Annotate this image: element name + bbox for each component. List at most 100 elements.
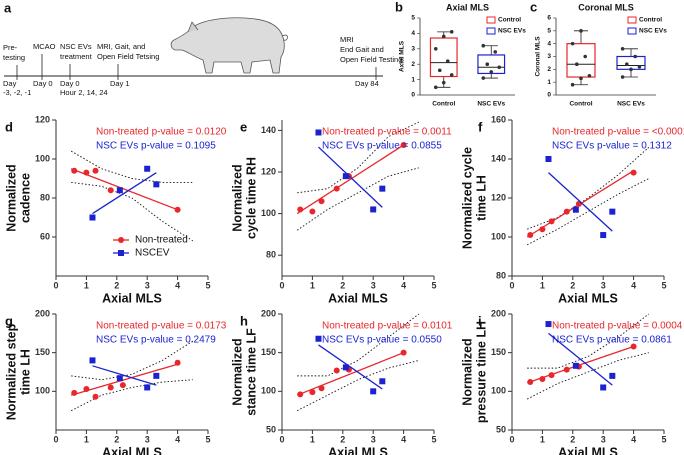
data-point <box>572 206 579 213</box>
p-value-annotation: Non-treated p-value = 0.0173 <box>96 321 227 332</box>
data-point <box>89 214 96 221</box>
event-time: Day 0 <box>60 79 80 88</box>
data-point <box>545 321 552 328</box>
x-axis-label: Axial MLS <box>102 445 162 455</box>
x-tick-label: 1 <box>540 280 545 290</box>
x-axis-label: Axial MLS <box>328 445 388 455</box>
x-tick-label: NSC EVs <box>617 101 645 108</box>
data-point <box>629 67 633 72</box>
data-point <box>570 41 575 46</box>
x-tick-label: 3 <box>371 434 376 444</box>
data-point <box>116 187 123 194</box>
y-tick-label: 120 <box>261 166 276 176</box>
data-point <box>83 386 90 393</box>
confidence-band <box>526 352 649 400</box>
data-point <box>433 85 438 90</box>
x-tick-label: 1 <box>310 280 315 290</box>
x-tick-label: 3 <box>145 434 150 444</box>
y-axis-label: Normalized <box>4 164 18 231</box>
data-point <box>144 384 151 391</box>
x-tick-label: 0 <box>279 434 284 444</box>
data-point <box>433 47 438 51</box>
legend-label: NSCEV <box>135 248 170 259</box>
data-point <box>579 76 583 81</box>
x-tick-label: 3 <box>371 280 376 290</box>
data-point <box>437 68 442 73</box>
y-tick-label: 150 <box>261 347 276 357</box>
event-label: MRI <box>340 35 354 44</box>
panel-label: g <box>5 313 13 328</box>
data-point <box>107 384 114 391</box>
event-label: Pre- <box>3 43 18 52</box>
y-tick-label: 150 <box>491 347 506 357</box>
data-point <box>548 218 555 225</box>
x-axis-label: Axial MLS <box>558 445 618 455</box>
box <box>566 43 596 78</box>
data-point <box>539 226 546 233</box>
y-axis-label: cadence <box>18 173 32 223</box>
y-axis-label: cycle time RH <box>244 157 258 239</box>
data-point <box>449 30 454 34</box>
x-tick-label: 4 <box>631 280 636 290</box>
legend-swatch <box>627 16 637 24</box>
p-value-annotation: Non-treated p-value = 0.0120 <box>96 127 227 138</box>
data-point <box>579 29 583 33</box>
event-label: Open Field Testing <box>340 55 402 64</box>
x-tick-label: 0 <box>53 434 58 444</box>
y-tick-label: 100 <box>491 386 506 396</box>
data-point <box>441 80 446 85</box>
legend-label: Non-treated <box>135 235 188 246</box>
data-point <box>449 73 454 77</box>
data-point <box>315 335 322 342</box>
x-tick-label: 1 <box>540 434 545 444</box>
data-point <box>563 208 570 215</box>
data-point <box>342 364 349 371</box>
panel-label: e <box>240 119 247 134</box>
x-tick-label: 3 <box>145 280 150 290</box>
y-tick-label: 50 <box>266 424 276 434</box>
y-axis-label: stance time LF <box>244 328 258 416</box>
y-tick-label: 200 <box>261 308 276 318</box>
data-point <box>445 59 450 63</box>
data-point <box>107 187 114 194</box>
y-tick-label: 0 <box>411 92 415 99</box>
data-point <box>633 54 637 59</box>
data-point <box>539 375 546 382</box>
legend-label: NSC EVs <box>498 28 526 35</box>
y-axis-label: Normalized <box>230 338 244 405</box>
data-point <box>318 385 325 392</box>
y-axis-label: Normalized step <box>4 323 18 420</box>
data-point <box>370 388 377 395</box>
x-tick-label: 2 <box>570 434 575 444</box>
x-tick-label: 2 <box>340 280 345 290</box>
legend-marker <box>118 237 124 243</box>
legend-swatch <box>627 27 637 35</box>
x-tick-label: 5 <box>661 280 666 290</box>
event-time: Hour 2, 14, 24 <box>60 88 108 97</box>
event-label: End Gait and <box>340 45 384 54</box>
data-point <box>71 167 78 174</box>
event-label: Open Field Tetsing <box>97 52 159 61</box>
data-point <box>83 169 90 176</box>
x-tick-label: 4 <box>175 280 180 290</box>
p-value-annotation: Non-treated p-value = 0.0011 <box>322 127 452 138</box>
data-point <box>309 208 316 215</box>
event-time: Day 1 <box>110 79 130 88</box>
data-point <box>637 64 642 69</box>
y-tick-label: 140 <box>261 125 276 135</box>
data-point <box>333 185 340 192</box>
y-tick-label: 6 <box>547 15 551 22</box>
y-axis-label: time LH <box>18 349 32 395</box>
x-tick-label: 2 <box>340 434 345 444</box>
y-tick-label: 4 <box>411 30 415 37</box>
chart-title: Axial MLS <box>446 2 489 12</box>
x-tick-label: 4 <box>175 434 180 444</box>
confidence-band <box>297 121 419 194</box>
whisker-high <box>574 30 588 44</box>
event-label: MCAO <box>33 42 56 51</box>
box <box>429 37 458 78</box>
y-tick-label: 2 <box>547 66 551 73</box>
data-point <box>563 366 570 373</box>
confidence-band <box>296 359 419 412</box>
panel-label: i <box>478 313 482 328</box>
